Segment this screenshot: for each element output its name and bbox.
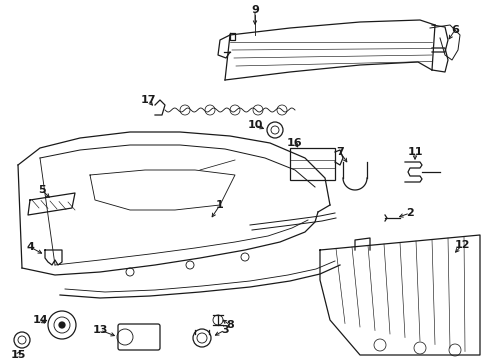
Text: 16: 16 bbox=[286, 138, 302, 148]
Text: 4: 4 bbox=[26, 242, 34, 252]
Text: 2: 2 bbox=[406, 208, 413, 218]
Text: 5: 5 bbox=[38, 185, 46, 195]
Text: 15: 15 bbox=[10, 350, 26, 360]
Text: 3: 3 bbox=[221, 325, 228, 335]
Text: 10: 10 bbox=[247, 120, 262, 130]
Text: 13: 13 bbox=[92, 325, 107, 335]
Text: 1: 1 bbox=[216, 200, 224, 210]
Text: 11: 11 bbox=[407, 147, 422, 157]
Text: 7: 7 bbox=[335, 147, 343, 157]
Text: 14: 14 bbox=[32, 315, 48, 325]
Text: 6: 6 bbox=[450, 25, 458, 35]
Text: 17: 17 bbox=[140, 95, 156, 105]
Text: 9: 9 bbox=[250, 5, 259, 15]
FancyBboxPatch shape bbox=[118, 324, 160, 350]
Text: 12: 12 bbox=[453, 240, 469, 250]
Circle shape bbox=[59, 322, 65, 328]
FancyBboxPatch shape bbox=[289, 148, 334, 180]
Text: 8: 8 bbox=[225, 320, 233, 330]
